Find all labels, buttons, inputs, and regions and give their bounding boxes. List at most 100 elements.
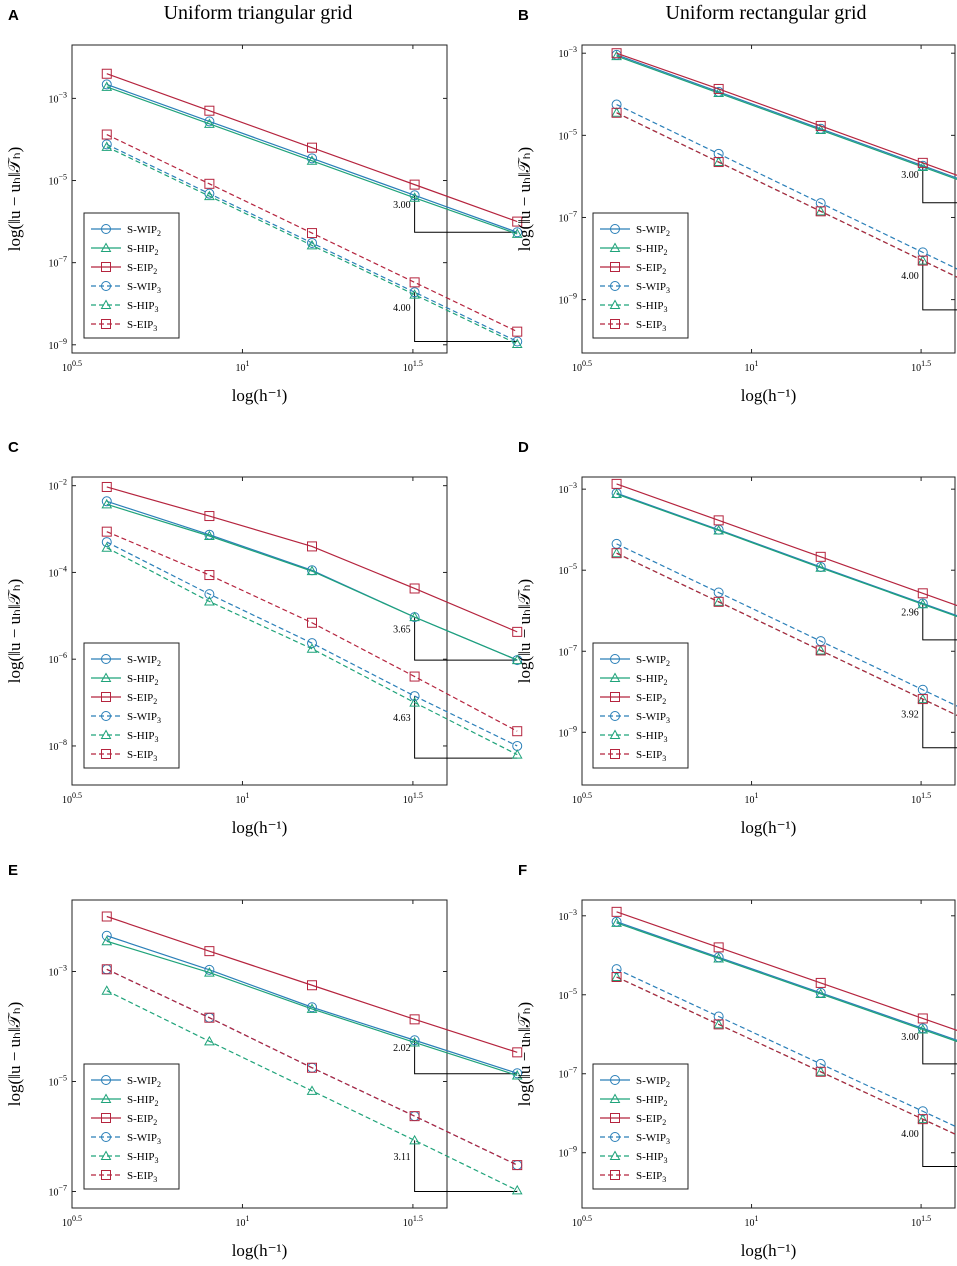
data-point (409, 179, 420, 190)
series-wip-p3 (611, 964, 957, 1128)
data-point (917, 694, 928, 705)
rate-triangle (414, 696, 518, 759)
legend: S-WIP2 S-HIP2 S-EIP2 S-WIP3 S-HIP3 S-EIP3 (592, 642, 689, 769)
data-point (511, 654, 523, 665)
legend-marker (610, 1113, 620, 1123)
data-point (815, 977, 826, 988)
x-axis-label: log(h⁻¹) (741, 818, 797, 837)
x-tick-label: 100.5 (62, 791, 82, 806)
data-point (204, 589, 215, 600)
data-point (101, 496, 112, 507)
rate-label: 4.00 (901, 271, 919, 282)
data-point (611, 50, 622, 61)
legend-item: S-HIP2 (91, 1093, 159, 1108)
series-line (616, 922, 957, 1043)
data-point (511, 228, 523, 238)
legend-item: S-WIP2 (91, 224, 161, 238)
series-hip-p3 (101, 141, 523, 348)
legend-marker (101, 1113, 111, 1123)
panel-d: D 100.5 101 101.5 10−3 10−5 10−7 10−9 log(h⁻¹) lo… (515, 439, 957, 837)
rate-triangle (922, 260, 957, 311)
data-point (101, 481, 112, 492)
x-tick-label: 101.5 (403, 791, 423, 806)
data-point (101, 68, 112, 79)
y-tick-label: 10−7 (48, 255, 67, 270)
legend-marker (609, 1150, 621, 1160)
legend-label: S-EIP3 (636, 319, 666, 333)
data-point (815, 206, 826, 217)
y-axis-label: log(‖u − uₕ‖𝒯ₕ) (515, 1002, 534, 1106)
data-point (306, 1003, 318, 1013)
data-point (611, 48, 622, 59)
legend-item: S-WIP2 (600, 224, 670, 238)
legend-item: S-EIP2 (91, 692, 157, 706)
x-axis-label: log(h⁻¹) (232, 818, 288, 837)
legend-label: S-WIP2 (636, 1075, 670, 1089)
legend-label: S-EIP3 (636, 749, 666, 763)
data-point (917, 255, 928, 266)
legend-marker (101, 654, 111, 664)
rate-triangle (414, 1140, 518, 1192)
data-point (307, 228, 317, 239)
legend-marker (101, 1132, 111, 1142)
rate-triangle (922, 1028, 957, 1065)
data-point (101, 542, 113, 552)
data-point (917, 1113, 929, 1124)
column-title-right: Uniform rectangular grid (665, 2, 866, 24)
data-point (204, 1035, 215, 1046)
data-point (307, 638, 317, 649)
data-point (204, 1012, 215, 1023)
legend-label: S-EIP2 (127, 692, 157, 706)
panel-letter: C (8, 439, 19, 456)
rate-label: 2.96 (901, 608, 919, 619)
legend-item: S-EIP3 (600, 749, 666, 763)
legend-marker (610, 262, 620, 272)
panel-letter: B (518, 7, 529, 24)
data-point (917, 1013, 928, 1024)
legend-label: S-WIP3 (127, 281, 161, 295)
series-line (106, 915, 518, 1053)
y-tick-label: 10−3 (558, 481, 577, 496)
data-point (204, 595, 215, 606)
y-tick-label: 10−4 (48, 564, 67, 579)
legend-marker (610, 224, 620, 234)
legend-item: S-EIP2 (600, 1113, 666, 1127)
rate-triangle (414, 195, 518, 233)
rate-label: 3.00 (393, 200, 411, 211)
data-point (101, 911, 112, 922)
data-point (204, 964, 215, 975)
legend-item: S-HIP3 (600, 729, 668, 744)
data-point (204, 178, 215, 189)
legend-item: S-HIP2 (91, 672, 159, 687)
y-tick-label: 10−7 (558, 1066, 577, 1081)
x-tick-label: 101 (745, 791, 759, 806)
legend-marker (101, 1075, 111, 1085)
data-point (101, 526, 112, 537)
data-point (512, 1047, 523, 1058)
legend-marker (610, 1170, 620, 1180)
rate-triangle (922, 699, 957, 749)
panel-a: A 100.5 101 101.5 10−3 10−5 10−7 10−9 log(h⁻¹) lo… (5, 7, 523, 405)
x-tick-label: 101 (745, 1214, 759, 1229)
legend-marker (101, 1170, 111, 1180)
series-line (106, 935, 518, 1074)
data-point (511, 338, 523, 348)
data-point (204, 967, 215, 977)
series-hip-p2 (101, 935, 523, 1080)
y-tick-label: 10−3 (48, 90, 67, 105)
y-axis-label: log(‖u − uₕ‖𝒯ₕ) (515, 147, 534, 251)
data-point (101, 79, 112, 90)
series-line (106, 940, 518, 1077)
data-point (815, 562, 827, 572)
panels: A 100.5 101 101.5 10−3 10−5 10−7 10−9 log(h⁻¹) lo… (5, 7, 957, 1260)
rate-label: 4.63 (393, 713, 411, 724)
legend-label: S-HIP3 (127, 300, 159, 314)
x-tick-label: 100.5 (572, 1214, 592, 1229)
data-point (306, 1085, 318, 1095)
y-axis-label: log(‖u − uₕ‖𝒯ₕ) (5, 579, 24, 683)
legend-label: S-WIP3 (636, 1132, 670, 1146)
data-point (204, 946, 215, 957)
series-line (106, 500, 518, 661)
legend-label: S-WIP2 (636, 224, 670, 238)
legend-item: S-WIP3 (91, 1132, 161, 1146)
